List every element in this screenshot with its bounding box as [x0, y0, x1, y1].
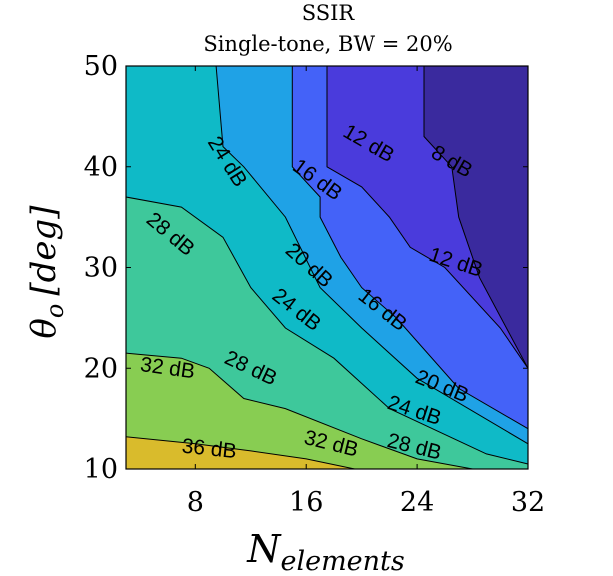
contour-line-8 [423, 66, 529, 369]
contour-region-8 [424, 66, 528, 369]
x-tick-label: 8 [187, 487, 204, 518]
y-tick-label: 10 [84, 454, 118, 485]
contour-lines [125, 65, 529, 470]
y-tick-label: 20 [84, 353, 118, 384]
contour-line-24 [125, 196, 529, 465]
contour-line-20 [215, 65, 529, 445]
y-tick-label: 50 [84, 51, 118, 82]
chart-title: SSIR [302, 1, 356, 25]
y-axis-label: θo[deg] [24, 205, 69, 339]
contour-line-32 [125, 436, 355, 470]
contour-line-12 [326, 66, 529, 369]
chart-subtitle: Single-tone, BW = 20% [203, 32, 452, 56]
y-tick-label: 40 [84, 152, 118, 183]
x-tick-label: 16 [289, 487, 323, 518]
x-tick-label: 24 [400, 487, 434, 518]
contour-fills [126, 66, 528, 469]
y-axis-ticks: 10 20 30 40 50 [84, 51, 528, 485]
x-axis-label: Nelements [246, 527, 405, 576]
x-tick-label: 32 [511, 487, 545, 518]
x-axis-ticks: 8 16 24 32 [187, 66, 545, 518]
y-tick-label: 30 [84, 253, 118, 284]
contour-line-16 [291, 66, 529, 430]
y-axis-label-group: θo[deg] [24, 205, 69, 339]
contour-label-15: 36 dB [181, 435, 238, 464]
contour-line-28 [125, 352, 473, 470]
